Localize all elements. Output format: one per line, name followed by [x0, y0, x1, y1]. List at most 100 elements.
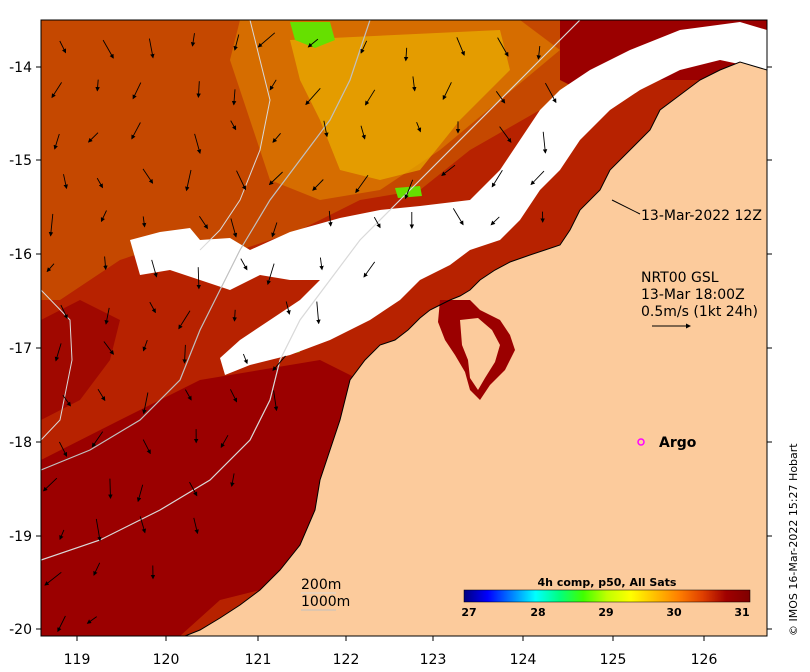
- current-vector: [136, 484, 144, 503]
- current-vector: [497, 37, 509, 57]
- current-vector: [95, 518, 102, 542]
- current-vector: [360, 40, 368, 54]
- plot-frame: [40, 19, 768, 637]
- current-vector: [491, 170, 503, 188]
- current-vector: [178, 310, 191, 330]
- colorbar-tick-label: 30: [666, 606, 682, 619]
- current-vector: [104, 307, 110, 325]
- current-vector: [189, 481, 198, 497]
- current-vector: [48, 213, 54, 237]
- current-vector: [46, 263, 55, 273]
- current-vector: [530, 170, 545, 186]
- current-vector: [59, 529, 65, 541]
- y-tick-label: -20: [9, 622, 32, 638]
- current-vector: [323, 120, 329, 138]
- current-vector: [141, 216, 147, 228]
- current-vector: [365, 89, 376, 106]
- current-vector: [108, 478, 113, 499]
- current-vector: [182, 344, 187, 364]
- y-tick-label: -19: [9, 529, 32, 545]
- current-vector: [131, 122, 141, 140]
- current-vector: [242, 353, 248, 365]
- current-vector: [233, 34, 240, 51]
- current-vector: [536, 46, 542, 60]
- current-vector: [360, 125, 366, 140]
- current-vector: [404, 179, 414, 200]
- current-vector: [412, 76, 417, 92]
- sst-hot-region-west: [41, 300, 120, 420]
- current-vector: [230, 473, 235, 487]
- current-vector: [272, 133, 281, 143]
- current-vector: [139, 516, 147, 534]
- isobath-200m-label: 200m: [301, 577, 341, 593]
- isobath-1000m: [41, 20, 371, 471]
- current-vector: [272, 355, 286, 371]
- x-tick-label: 121: [245, 652, 272, 668]
- x-tick-label: 123: [420, 652, 447, 668]
- current-vector: [57, 615, 66, 633]
- current-vector: [86, 616, 97, 624]
- credit-label: © IMOS 16-Mar-2022 15:27 Hobart: [787, 443, 800, 636]
- current-vector: [151, 259, 158, 278]
- timestamp-leader-line: [611, 199, 641, 215]
- timestamp-label: 13-Mar-2022 12Z: [641, 208, 762, 224]
- current-vector: [44, 571, 62, 586]
- current-vector: [97, 388, 106, 402]
- x-tick-label: 126: [691, 652, 718, 668]
- current-vector: [230, 218, 238, 238]
- current-vector: [193, 517, 199, 535]
- current-vector: [307, 38, 319, 48]
- current-vector: [103, 341, 114, 355]
- current-vector: [93, 562, 101, 576]
- y-tick-label: -14: [9, 60, 32, 76]
- current-vector: [232, 309, 237, 322]
- current-vector: [230, 120, 237, 131]
- y-tick-label: -15: [9, 153, 32, 169]
- current-vector: [285, 301, 291, 315]
- current-vector: [312, 179, 324, 191]
- cloud-mask: [130, 22, 767, 375]
- colorbar-bar: [463, 589, 751, 603]
- current-vector: [196, 81, 201, 98]
- current-vector: [149, 301, 156, 314]
- colorbar-title: 4h comp, p50, All Sats: [538, 576, 677, 589]
- y-tick-label: -17: [9, 341, 32, 357]
- product-label-line3: 0.5m/s (1kt 24h): [641, 304, 758, 320]
- colorbar-tick-label: 27: [461, 606, 476, 619]
- current-vector: [42, 477, 58, 492]
- current-vector: [103, 256, 108, 271]
- current-vector: [194, 133, 202, 154]
- current-vector: [319, 257, 324, 271]
- x-tick-label: 119: [64, 652, 91, 668]
- x-axis: [76, 636, 705, 641]
- current-vector: [452, 208, 464, 226]
- sst-green-patch-1: [290, 22, 335, 48]
- sst-hot-region-south: [41, 360, 360, 636]
- current-vector: [185, 169, 192, 192]
- x-tick-label: 120: [153, 652, 180, 668]
- current-vector: [199, 215, 208, 230]
- colorbar-tick-label: 31: [734, 606, 749, 619]
- current-vector: [363, 261, 376, 278]
- current-vector: [148, 38, 155, 59]
- x-tick-label: 125: [600, 652, 627, 668]
- current-vector: [132, 82, 142, 100]
- current-vector: [257, 32, 276, 48]
- product-label-line2: 13-Mar 18:00Z: [641, 287, 745, 303]
- current-vector: [266, 263, 275, 286]
- current-vector: [95, 79, 100, 92]
- current-vector: [96, 177, 103, 189]
- current-vector: [100, 210, 107, 223]
- isobath-200m: [41, 20, 581, 561]
- current-vector: [373, 216, 381, 229]
- isobath-deep: [41, 289, 73, 441]
- current-vector: [442, 82, 452, 101]
- current-vector: [220, 434, 229, 448]
- sst-yellow-region: [290, 30, 510, 180]
- y-tick-label: -18: [9, 435, 32, 451]
- isobath-1000m-label: 1000m: [301, 594, 350, 610]
- current-vector: [91, 431, 104, 448]
- current-vector: [268, 171, 283, 186]
- y-axis: [36, 66, 772, 630]
